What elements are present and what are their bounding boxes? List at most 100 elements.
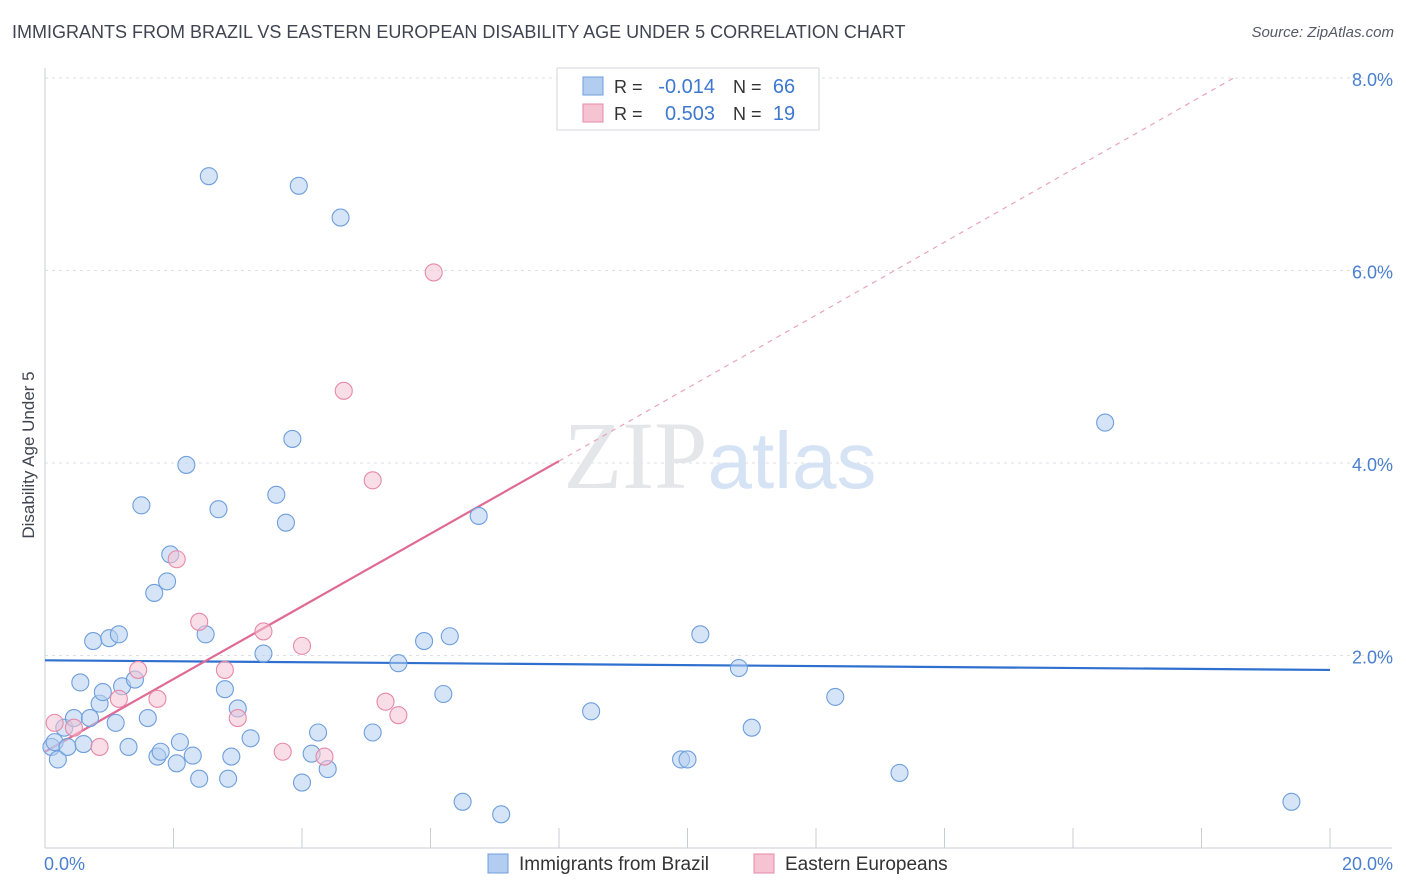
y-tick-label: 4.0%: [1352, 455, 1393, 475]
eastern-european-point: [215, 660, 234, 679]
eastern-european-point: [363, 471, 382, 490]
r-label: R =: [614, 77, 643, 97]
brazil-point: [1282, 792, 1301, 811]
eastern-european-point: [273, 742, 292, 761]
watermark-atlas: atlas: [708, 416, 877, 505]
source-label: Source: ZipAtlas.com: [1251, 24, 1394, 41]
n-label: N =: [733, 77, 762, 97]
x-tick-label: 0.0%: [44, 854, 85, 874]
stats-swatch: [582, 103, 604, 123]
eastern-european-point: [190, 612, 209, 631]
eastern-european-point: [64, 718, 83, 737]
brazil-point: [158, 572, 177, 591]
brazil-point: [492, 805, 511, 824]
brazil-point: [145, 583, 164, 602]
brazil-point: [742, 718, 761, 737]
brazil-point: [389, 654, 408, 673]
brazil-point: [119, 737, 138, 756]
brazil-point: [309, 723, 328, 742]
brazil-point: [729, 658, 748, 678]
brazil-point: [363, 723, 382, 742]
grid: [45, 77, 1392, 656]
n-label: N =: [733, 104, 762, 124]
brazil-point: [292, 773, 312, 792]
brazil-point: [331, 208, 350, 227]
brazil-point: [1096, 413, 1115, 432]
brazil-point: [109, 625, 128, 644]
brazil-point: [170, 733, 189, 752]
watermark-zip: ZIP: [564, 402, 708, 509]
brazil-point: [151, 742, 170, 761]
brazil-point: [93, 683, 112, 702]
eastern-european-point: [228, 709, 247, 728]
chart-title: IMMIGRANTS FROM BRAZIL VS EASTERN EUROPE…: [12, 22, 906, 42]
brazil-point: [434, 684, 453, 704]
x-tick-label: 20.0%: [1342, 854, 1393, 874]
eastern-european-point: [90, 737, 109, 756]
brazil-point: [74, 734, 93, 754]
brazil-point: [890, 763, 909, 782]
y-tick-label: 6.0%: [1352, 263, 1393, 283]
brazil-point: [440, 627, 459, 646]
brazil-point: [138, 709, 157, 728]
brazil-point: [267, 485, 286, 504]
brazil-point: [199, 167, 218, 186]
eastern-european-point: [334, 381, 353, 400]
brazil-point: [254, 644, 273, 663]
y-tick-label: 2.0%: [1352, 648, 1393, 668]
y-tick-label: 8.0%: [1352, 70, 1393, 90]
legend-swatch: [753, 853, 775, 874]
n-value: 66: [773, 76, 795, 98]
brazil-point: [415, 632, 434, 651]
brazil-point: [222, 747, 241, 766]
stats-swatch: [582, 76, 604, 96]
brazil-point: [84, 632, 103, 651]
trend-line: [44, 460, 560, 753]
n-value: 19: [773, 103, 795, 125]
watermark: ZIPatlas: [564, 402, 877, 509]
legend-label: Immigrants from Brazil: [519, 854, 709, 875]
brazil-point: [183, 746, 202, 765]
r-label: R =: [614, 104, 643, 124]
brazil-point: [678, 750, 697, 769]
legend-swatch: [487, 853, 509, 874]
eastern-european-point: [376, 692, 395, 711]
legend-label: Eastern Europeans: [785, 854, 948, 875]
brazil-point: [132, 496, 151, 515]
brazil-point: [209, 500, 228, 519]
eastern-european-point: [109, 689, 128, 708]
eastern-european-point: [254, 622, 273, 641]
eastern-european-point: [167, 550, 186, 569]
data-points: [42, 167, 1301, 824]
brazil-point: [167, 754, 186, 773]
brazil-point: [582, 702, 601, 721]
stats-legend: R = -0.014 N = 66 R = 0.503 N = 19: [556, 67, 820, 131]
brazil-point: [241, 729, 260, 748]
eastern-european-point: [148, 689, 167, 708]
brazil-point: [58, 737, 77, 756]
brazil-point: [177, 455, 196, 474]
brazil-point: [826, 687, 845, 706]
eastern-european-point: [389, 706, 408, 725]
r-value: 0.503: [665, 103, 715, 125]
r-value: -0.014: [658, 76, 715, 98]
brazil-point: [80, 709, 100, 728]
brazil-point: [276, 513, 295, 532]
brazil-point: [106, 713, 125, 732]
eastern-european-point: [129, 660, 148, 679]
bottom-legend: Immigrants from Brazil Eastern Europeans: [487, 853, 948, 875]
brazil-point: [48, 750, 67, 769]
brazil-point: [71, 673, 90, 692]
trend-line: [44, 659, 1331, 672]
y-axis-label: Disability Age Under 5: [19, 371, 38, 538]
brazil-point: [219, 769, 238, 788]
eastern-european-point: [315, 747, 334, 766]
brazil-point: [283, 429, 302, 448]
brazil-point: [469, 506, 488, 525]
brazil-point: [691, 625, 710, 644]
tick-labels: 2.0% 4.0% 6.0% 8.0% 0.0% 20.0%: [44, 70, 1393, 874]
brazil-point: [190, 769, 209, 788]
eastern-european-point: [424, 263, 443, 282]
brazil-point: [215, 680, 234, 699]
